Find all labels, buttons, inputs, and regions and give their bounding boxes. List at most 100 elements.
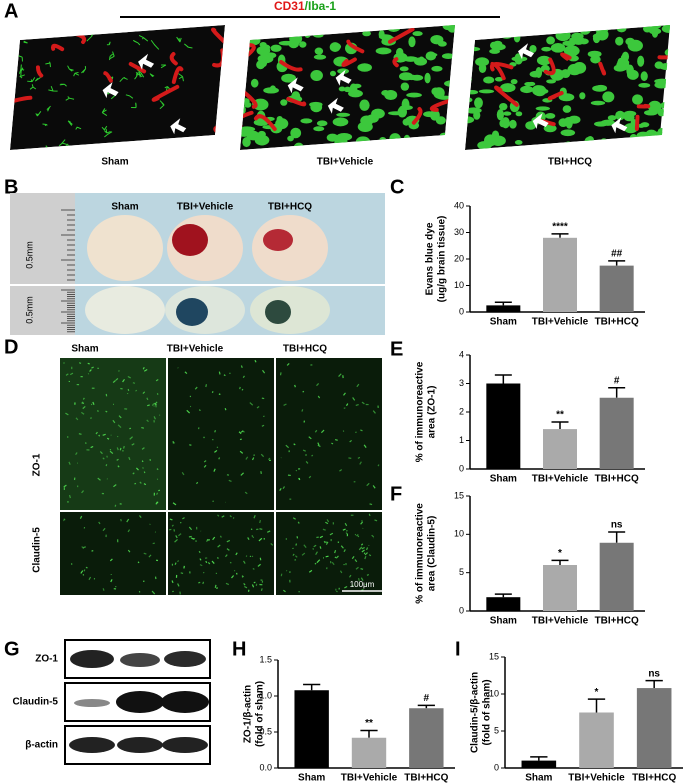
signal — [115, 377, 119, 381]
microglia — [313, 33, 324, 38]
signal — [105, 410, 108, 413]
signal — [155, 501, 158, 505]
signal — [151, 403, 155, 406]
y-tick-label: 3 — [459, 378, 464, 388]
signal — [348, 457, 352, 459]
microglia — [240, 25, 256, 34]
vessel — [346, 39, 365, 54]
signal — [305, 454, 307, 456]
microglia — [447, 25, 455, 33]
vessel — [627, 141, 649, 150]
signal — [357, 535, 360, 538]
microglia — [563, 45, 580, 57]
signal — [216, 557, 219, 559]
microglia — [490, 25, 502, 34]
signal — [239, 386, 241, 390]
blot-label: ZO-1 — [35, 654, 58, 665]
signal — [345, 529, 348, 532]
signal — [242, 375, 245, 379]
signal — [172, 590, 174, 593]
vessel — [253, 114, 277, 132]
signal — [251, 584, 255, 588]
microglia — [111, 29, 117, 33]
slab-base — [10, 25, 225, 150]
fluorescence-image — [168, 512, 274, 595]
signal — [283, 589, 286, 593]
vessel — [388, 27, 415, 44]
microglia — [590, 55, 601, 64]
signal — [279, 487, 282, 491]
microglia — [18, 64, 25, 74]
microglia — [35, 111, 42, 117]
microglia — [513, 32, 521, 43]
signal — [174, 562, 177, 566]
arrow — [518, 43, 535, 60]
signal — [356, 534, 359, 537]
signal — [135, 389, 138, 392]
signal — [302, 390, 305, 393]
microglia — [627, 69, 639, 80]
signal — [359, 461, 362, 465]
microglia — [395, 47, 404, 57]
signal — [345, 403, 349, 407]
signal — [174, 538, 178, 543]
signal — [241, 575, 244, 578]
arrow — [327, 97, 344, 114]
signal — [143, 552, 147, 555]
microglia — [399, 105, 413, 111]
microglia — [254, 134, 270, 146]
vessel — [169, 52, 178, 66]
western-blot — [64, 639, 211, 765]
y-axis-label: (fold of sham) — [482, 679, 493, 745]
microglia — [386, 25, 401, 32]
microglia — [310, 69, 323, 81]
microglia — [640, 122, 650, 128]
microglia — [615, 36, 624, 46]
signal — [349, 439, 352, 443]
microglia — [546, 36, 555, 45]
signal — [78, 433, 82, 435]
signal — [153, 416, 156, 420]
signal — [224, 407, 227, 411]
panel-a-title: CD31/Iba-1 — [274, 0, 336, 13]
microglia — [126, 26, 132, 31]
signal — [319, 546, 322, 549]
signal — [316, 559, 321, 564]
bar — [599, 265, 634, 312]
microglia — [337, 68, 349, 74]
error-bar — [494, 301, 512, 306]
y-axis-label: Claudin-5/β-actin — [470, 672, 481, 753]
signal — [110, 579, 113, 583]
signal — [82, 405, 86, 410]
signal — [339, 469, 343, 472]
microglia — [387, 138, 399, 144]
microglia — [500, 83, 516, 93]
signal — [245, 555, 248, 557]
signal — [68, 494, 71, 499]
microglia — [477, 141, 492, 150]
signal — [247, 537, 250, 541]
microglia — [434, 139, 442, 150]
signal — [325, 541, 329, 545]
signal — [219, 535, 222, 538]
signal — [109, 450, 114, 454]
microglia — [629, 134, 638, 142]
signal — [83, 546, 86, 549]
signal — [141, 426, 145, 429]
signal — [331, 561, 335, 566]
signal — [129, 436, 133, 440]
vessel — [103, 71, 113, 83]
signal — [352, 397, 356, 401]
error-bar — [645, 679, 663, 689]
microglia — [329, 42, 341, 52]
signal — [131, 443, 135, 446]
microglia — [435, 116, 446, 125]
signal — [316, 383, 320, 387]
signal — [117, 465, 120, 468]
microglia — [255, 29, 270, 36]
y-tick-label: 0.5 — [259, 726, 272, 736]
signal — [98, 521, 101, 525]
microglia — [586, 145, 601, 150]
microglia — [309, 101, 323, 108]
